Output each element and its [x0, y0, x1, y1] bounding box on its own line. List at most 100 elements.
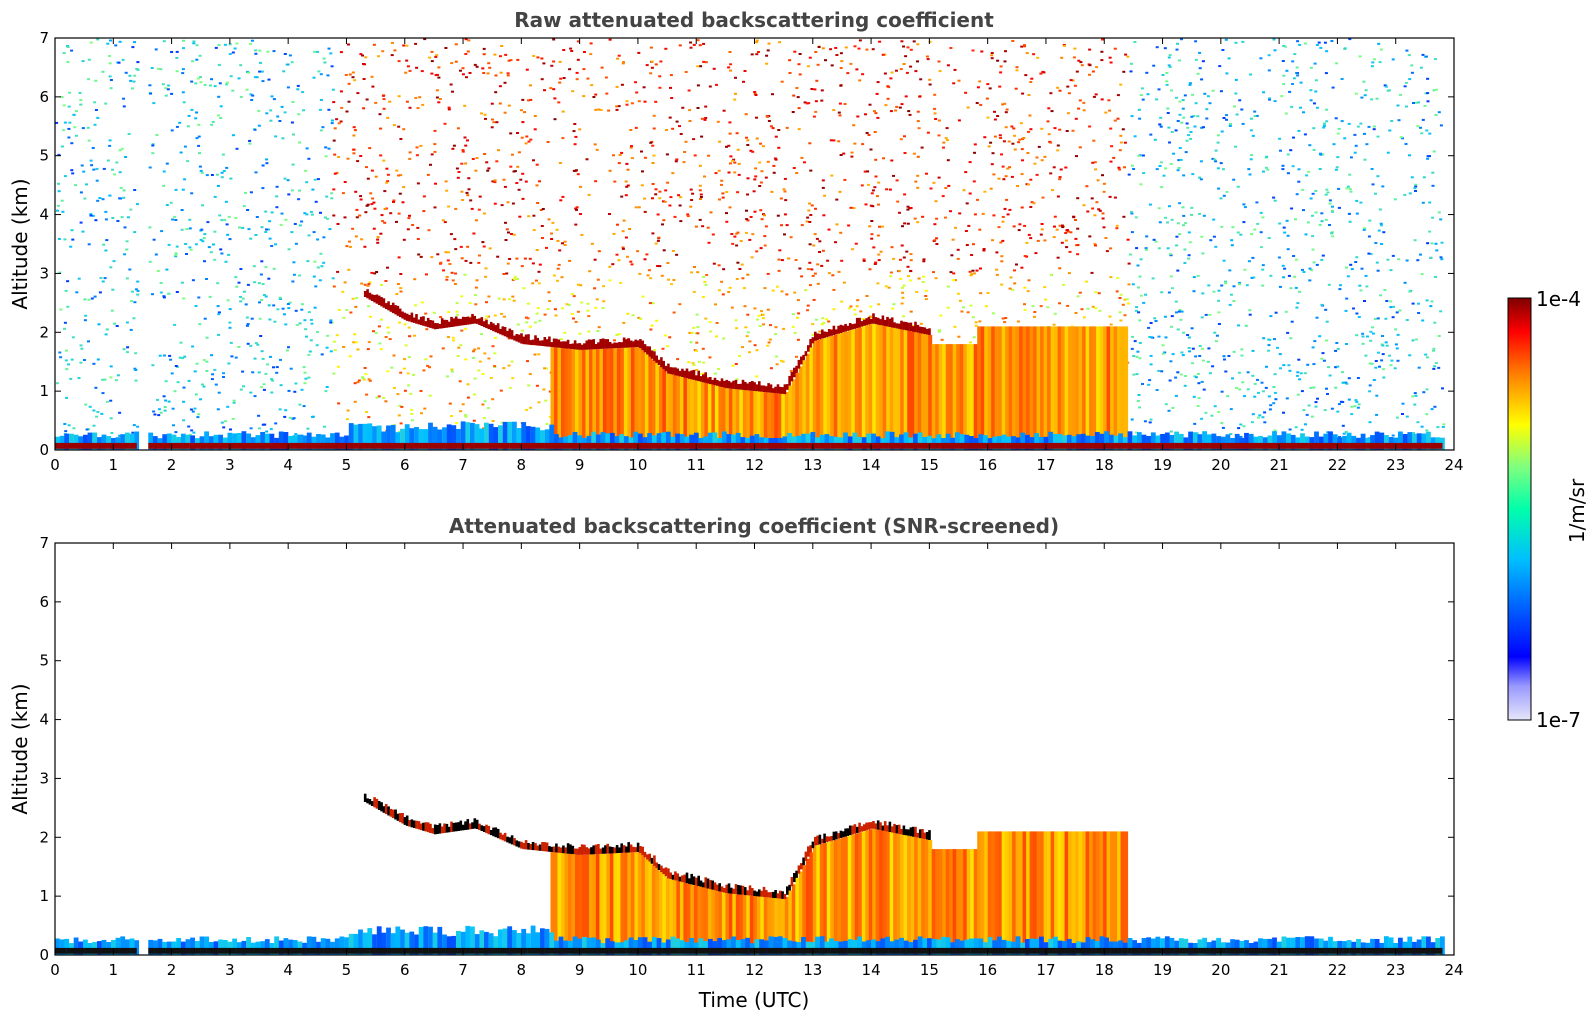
noise-pixel — [1238, 99, 1242, 102]
noise-pixel — [734, 319, 738, 322]
noise-pixel — [1029, 178, 1033, 181]
noise-pixel — [852, 207, 856, 210]
noise-pixel — [287, 346, 290, 349]
surface-layer — [95, 442, 102, 449]
noise-pixel — [1005, 198, 1009, 201]
noise-pixel — [449, 233, 453, 236]
noise-pixel — [457, 171, 461, 173]
noise-pixel — [638, 272, 642, 275]
noise-pixel — [696, 332, 700, 335]
noise-pixel — [91, 214, 95, 217]
noise-pixel — [1029, 206, 1033, 208]
cloud-base-segment — [902, 321, 906, 330]
noise-pixel — [886, 85, 890, 88]
noise-pixel — [407, 356, 411, 359]
noise-pixel — [714, 172, 718, 175]
aerosol-layer — [129, 433, 135, 450]
cloud-base-segment — [657, 359, 661, 365]
aerosol-layer — [180, 433, 186, 450]
noise-pixel — [302, 366, 306, 369]
noise-pixel — [319, 129, 323, 132]
noise-pixel — [234, 356, 238, 359]
noise-pixel — [516, 323, 520, 326]
aerosol-layer — [1001, 434, 1007, 450]
noise-pixel — [729, 69, 733, 72]
noise-pixel — [302, 109, 306, 112]
noise-pixel — [307, 157, 311, 160]
noise-pixel — [853, 45, 857, 48]
bl-streak — [1001, 326, 1006, 450]
noise-pixel — [899, 138, 903, 141]
bl-streak — [707, 383, 712, 450]
noise-pixel — [1102, 226, 1106, 229]
noise-pixel — [398, 192, 402, 195]
noise-pixel — [1053, 215, 1057, 218]
noise-pixel — [329, 321, 333, 324]
noise-pixel — [1309, 66, 1313, 69]
noise-pixel — [1208, 372, 1212, 375]
noise-pixel — [293, 223, 297, 225]
noise-pixel — [494, 74, 498, 77]
cloud-base-segment — [646, 346, 649, 355]
noise-pixel — [1133, 340, 1137, 343]
noise-pixel — [500, 204, 504, 207]
noise-pixel — [245, 88, 249, 91]
noise-pixel — [161, 83, 165, 86]
noise-pixel — [400, 405, 404, 408]
noise-pixel — [333, 153, 337, 156]
noise-pixel — [1355, 312, 1359, 315]
bl-streak — [561, 348, 565, 450]
bl-streak — [749, 390, 754, 450]
noise-pixel — [637, 51, 641, 54]
noise-pixel — [380, 318, 383, 321]
noise-pixel — [1389, 306, 1393, 309]
noise-pixel — [1382, 376, 1386, 379]
noise-pixel — [1105, 250, 1109, 253]
noise-pixel — [1141, 383, 1144, 385]
noise-pixel — [572, 317, 575, 320]
noise-pixel — [1226, 395, 1230, 398]
noise-pixel — [1440, 241, 1444, 244]
bl-streak — [777, 393, 782, 450]
noise-pixel — [755, 250, 759, 253]
noise-pixel — [1326, 191, 1330, 194]
noise-pixel — [862, 258, 866, 261]
noise-pixel — [213, 85, 217, 88]
noise-pixel — [70, 169, 74, 172]
noise-pixel — [1127, 283, 1131, 286]
noise-pixel — [521, 197, 525, 200]
noise-pixel — [849, 206, 853, 209]
noise-pixel — [615, 333, 619, 336]
noise-pixel — [1277, 256, 1281, 259]
surface-layer — [498, 442, 504, 449]
noise-pixel — [246, 209, 250, 211]
aerosol-layer — [1025, 434, 1030, 450]
noise-pixel — [406, 65, 410, 68]
noise-pixel — [469, 261, 473, 264]
cloud-base-segment — [797, 359, 801, 369]
noise-pixel — [465, 191, 469, 194]
noise-pixel — [580, 301, 584, 304]
noise-pixel — [1008, 166, 1012, 169]
noise-pixel — [1051, 189, 1055, 192]
noise-pixel — [1243, 268, 1247, 271]
noise-pixel — [205, 278, 208, 280]
aerosol-layer — [535, 427, 541, 450]
aerosol-layer — [1155, 435, 1161, 450]
noise-pixel — [533, 128, 537, 131]
noise-pixel — [186, 125, 190, 128]
noise-pixel — [1187, 257, 1191, 260]
bl-streak — [935, 344, 940, 450]
noise-pixel — [1299, 81, 1303, 84]
noise-pixel — [1158, 123, 1162, 126]
bl-streak — [1106, 326, 1111, 450]
noise-pixel — [1350, 268, 1354, 271]
noise-pixel — [563, 331, 567, 334]
cloud-base-segment — [827, 329, 831, 337]
noise-pixel — [515, 257, 519, 260]
noise-pixel — [318, 279, 322, 282]
noise-pixel — [597, 250, 601, 253]
noise-pixel — [194, 117, 198, 120]
noise-pixel — [1232, 300, 1236, 302]
noise-pixel — [572, 169, 576, 172]
